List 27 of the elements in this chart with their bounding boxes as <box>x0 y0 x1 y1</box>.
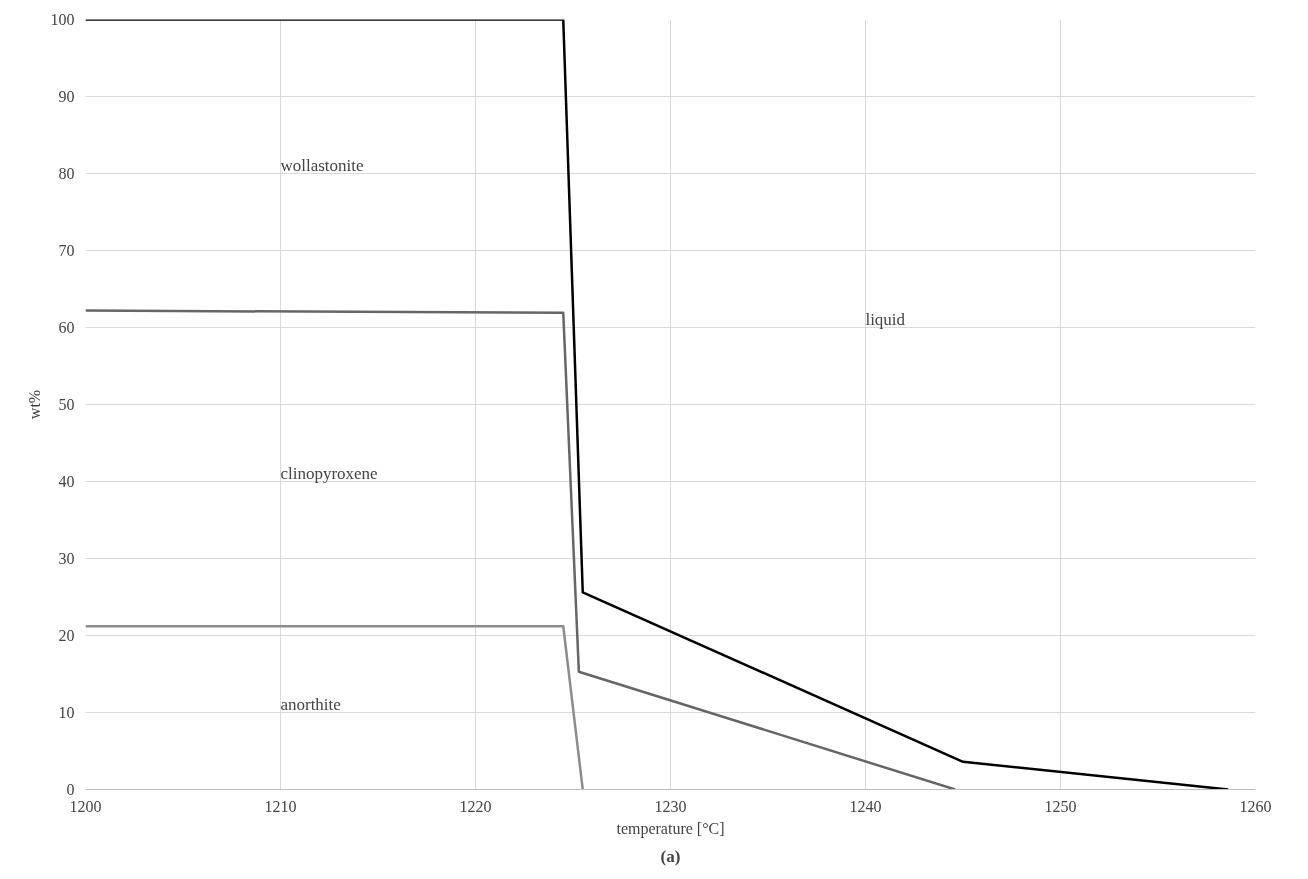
y-tick-label: 40 <box>58 473 75 490</box>
y-tick-label: 70 <box>58 242 75 259</box>
y-tick-label: 30 <box>58 550 75 567</box>
annotation: liquid <box>865 310 906 330</box>
y-tick-label: 50 <box>58 396 75 413</box>
y-tick-label: 60 <box>58 319 75 336</box>
annotation: anorthite <box>280 695 341 715</box>
y-axis-title: wt% <box>25 389 43 420</box>
x-tick-label: 1220 <box>459 797 492 815</box>
x-tick-label: 1210 <box>264 797 297 815</box>
y-tick-label: 20 <box>58 627 75 644</box>
text: (a) <box>660 846 681 866</box>
y-tick-label: 100 <box>50 11 75 28</box>
annotation: wollastonite <box>280 156 364 176</box>
annotation: clinopyroxene <box>280 464 378 484</box>
line-series <box>85 309 957 790</box>
line-series <box>85 19 1230 790</box>
x-tick-label: 1200 <box>69 797 102 815</box>
x-tick-label: 1250 <box>1044 797 1077 815</box>
y-tick-label: 10 <box>58 704 75 721</box>
x-axis-title: temperature [°C] <box>616 819 725 838</box>
x-tick-label: 1240 <box>849 797 882 815</box>
y-tick-label: 80 <box>58 165 75 182</box>
x-tick-label: 1260 <box>1239 797 1272 815</box>
y-tick-label: 0 <box>66 781 75 798</box>
y-tick-label: 90 <box>58 88 75 105</box>
x-tick-label: 1230 <box>654 797 687 815</box>
